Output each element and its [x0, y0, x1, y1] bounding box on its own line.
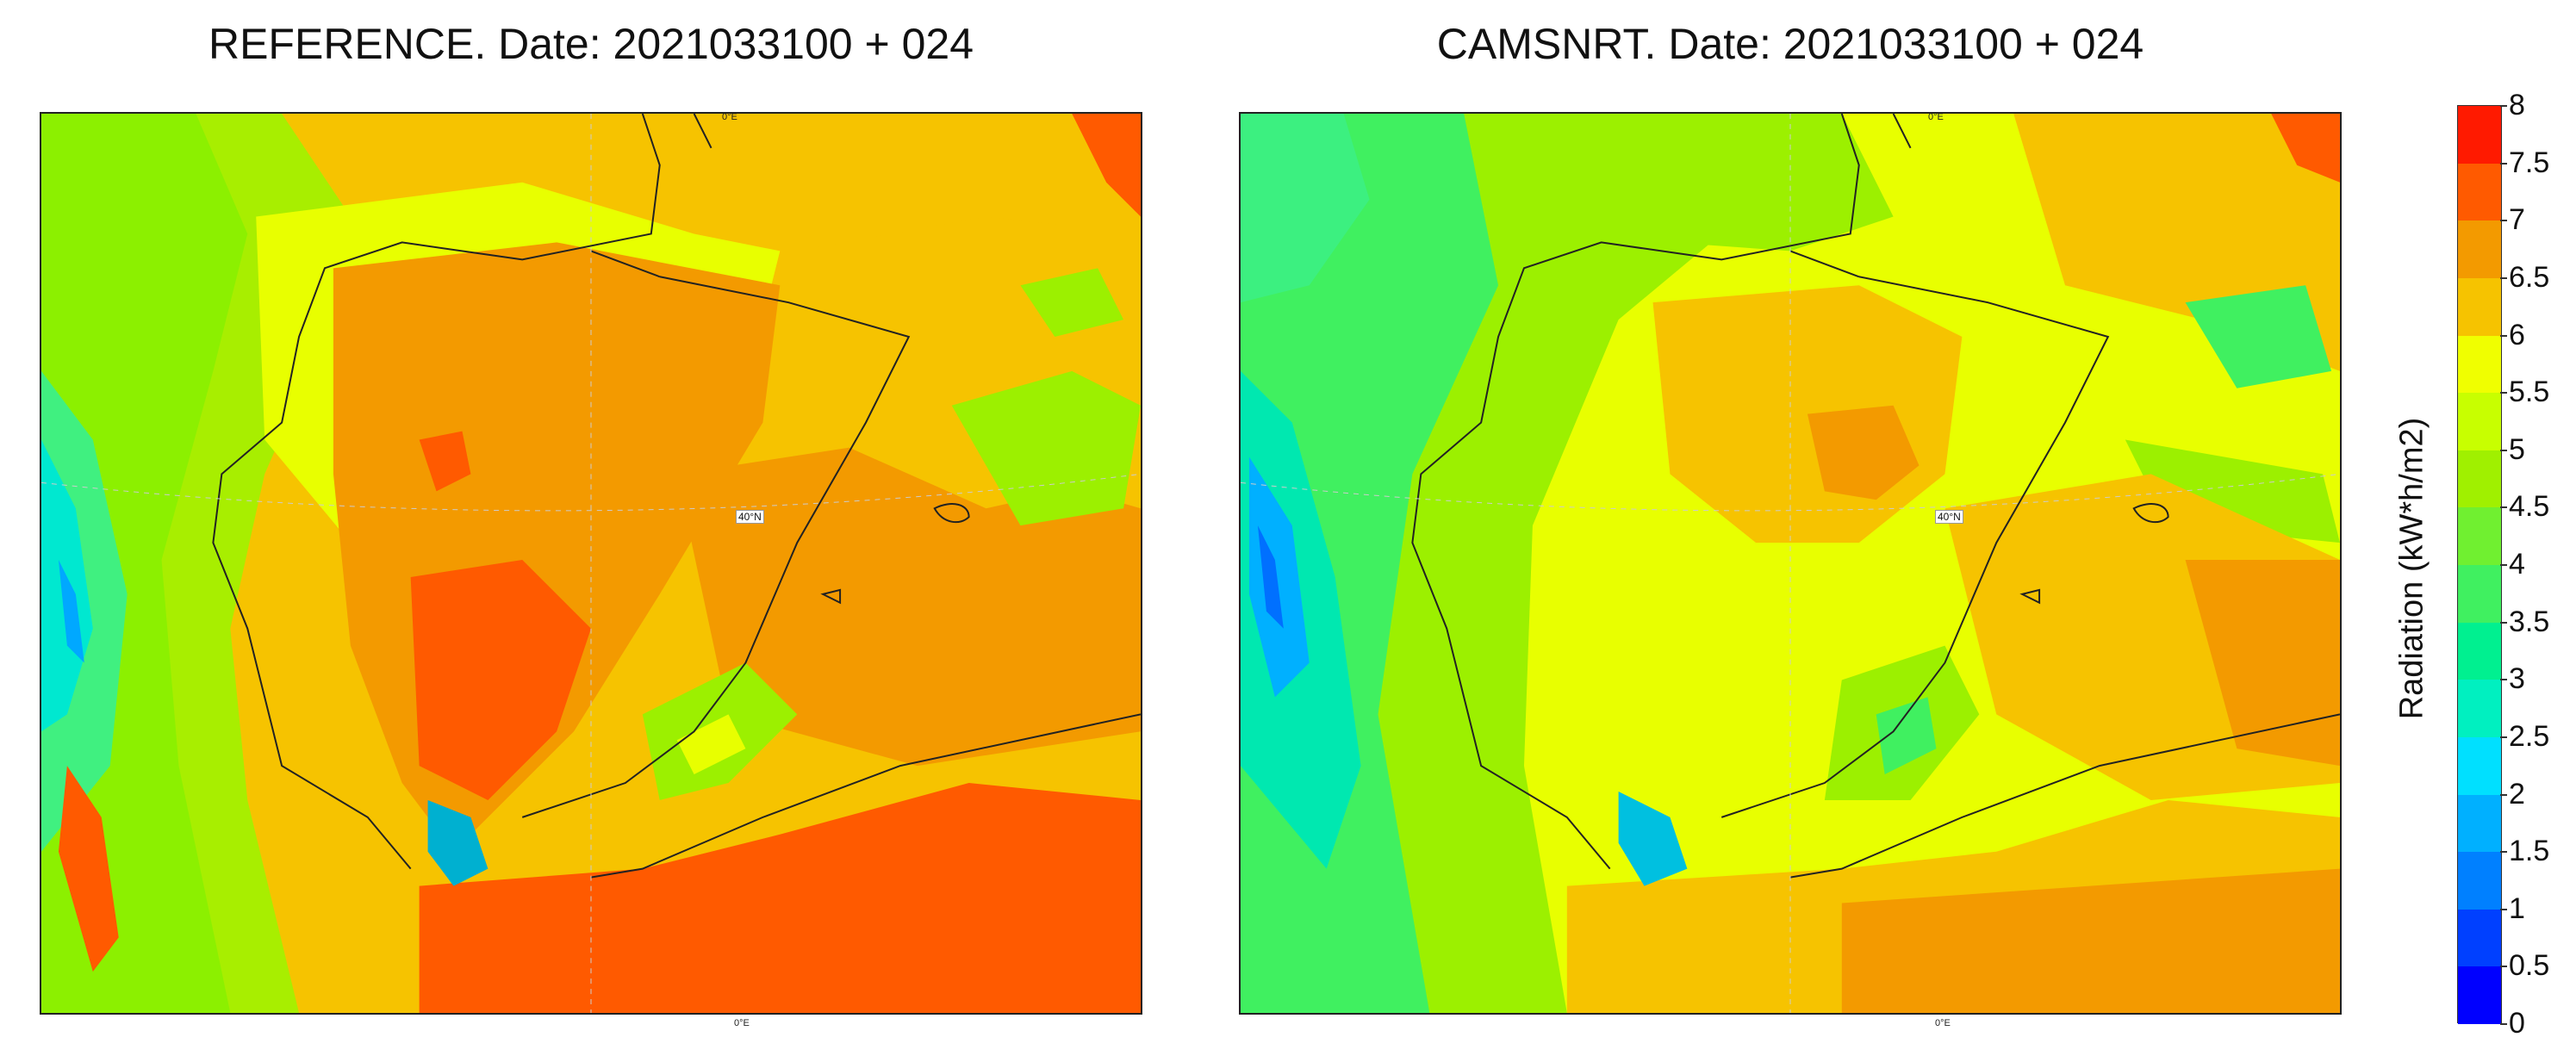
colorbar-segment [2458, 220, 2501, 278]
colorbar-segment [2458, 966, 2501, 1024]
lon-label-bottom-reference: 0°E [734, 1018, 750, 1028]
colorbar-segment [2458, 909, 2501, 967]
colorbar-tick-label: 1 [2500, 891, 2525, 925]
lon-label-top: 0°E [1928, 112, 1944, 122]
colorbar-tick-label: 2 [2500, 777, 2525, 810]
radiation-field-camsnrt [1241, 114, 2340, 1013]
colorbar-tick-label: 8 [2500, 89, 2525, 121]
colorbar [2457, 105, 2502, 1024]
map-title-camsnrt: CAMSNRT. Date: 2021033100 + 024 [1436, 20, 2144, 68]
colorbar-tick-label: 5 [2500, 432, 2525, 466]
colorbar-segment [2458, 335, 2501, 394]
colorbar-segment [2458, 622, 2501, 680]
colorbar-segment [2458, 680, 2501, 737]
colorbar-segment [2458, 736, 2501, 795]
colorbar-segment [2458, 277, 2501, 336]
colorbar-segment [2458, 507, 2501, 565]
colorbar-segment [2458, 852, 2501, 910]
colorbar-ticks: 0 0.5 1 1.5 2 2.5 3 3.5 4 4.5 5 5.5 6 6.5 7 7.5 8 [2499, 90, 2571, 1038]
lon-label-top: 0°E [722, 112, 737, 122]
colorbar-tick-label: 0 [2500, 1007, 2525, 1040]
colorbar-segment [2458, 163, 2501, 221]
map-panel-reference: 0°E 40°N [40, 112, 1142, 1015]
colorbar-tick-label: 2.5 [2499, 719, 2550, 753]
colorbar-tick-label: 6 [2500, 318, 2525, 351]
lat-label: 40°N [1935, 510, 1963, 524]
lat-label: 40°N [736, 510, 764, 524]
colorbar-tick-label: 1.5 [2499, 835, 2550, 868]
colorbar-label: Radiation (kW*h/m2) [2393, 417, 2430, 720]
colorbar-segment [2458, 565, 2501, 623]
colorbar-tick-label: 5.5 [2499, 376, 2550, 409]
lon-label-bottom-camsnrt: 0°E [1935, 1018, 1951, 1028]
colorbar-tick-label: 4.5 [2499, 490, 2550, 524]
map-title-reference: REFERENCE. Date: 2021033100 + 024 [208, 20, 974, 68]
colorbar-segment [2458, 106, 2501, 164]
colorbar-segment [2458, 450, 2501, 508]
colorbar-tick-label: 3.5 [2499, 605, 2550, 638]
radiation-field-reference [41, 114, 1141, 1013]
colorbar-tick-label: 0.5 [2499, 949, 2550, 983]
colorbar-tick-label: 7.5 [2499, 146, 2550, 179]
colorbar-segment [2458, 393, 2501, 450]
map-panel-camsnrt: 0°E 40°N [1239, 112, 2342, 1015]
colorbar-tick-label: 3 [2500, 662, 2525, 696]
colorbar-tick-label: 4 [2500, 548, 2525, 581]
colorbar-tick-label: 7 [2500, 203, 2525, 237]
colorbar-tick-label: 6.5 [2499, 260, 2550, 294]
colorbar-segment [2458, 794, 2501, 853]
